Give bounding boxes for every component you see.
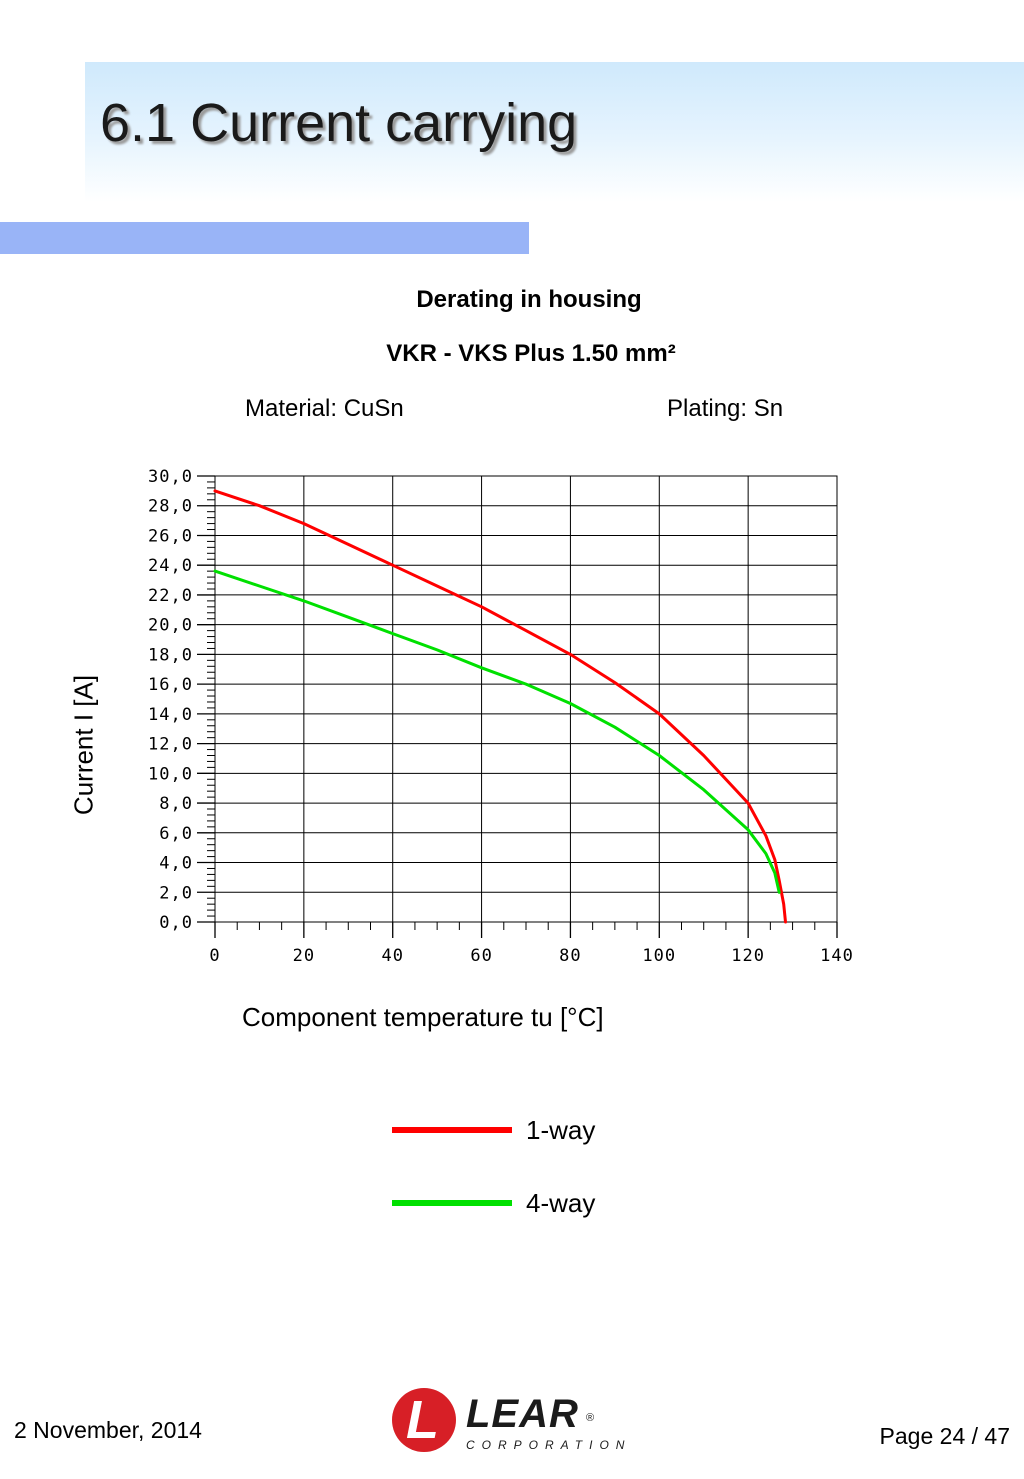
y-tick-label: 16,0 <box>148 675 193 695</box>
y-tick-label: 28,0 <box>148 497 193 517</box>
legend-swatch-4-way <box>392 1200 512 1206</box>
header-band <box>85 62 1024 202</box>
chart-title: Derating in housing <box>416 286 642 313</box>
page-title: 6.1 Current carrying <box>100 93 578 153</box>
y-tick-label: 2,0 <box>159 883 193 903</box>
y-tick-label: 4,0 <box>159 854 193 874</box>
y-tick-label: 30,0 <box>148 467 193 487</box>
material-label: Material: CuSn <box>245 395 404 422</box>
y-tick-label: 8,0 <box>159 794 193 814</box>
x-tick-label: 0 <box>209 946 220 966</box>
x-tick-label: 40 <box>381 946 403 966</box>
series-line-4-way <box>213 569 781 894</box>
series-lines <box>213 489 787 924</box>
y-tick-label: 18,0 <box>148 645 193 665</box>
x-tick-label: 20 <box>293 946 315 966</box>
y-tick-label: 22,0 <box>148 586 193 606</box>
legend-swatch-1-way <box>392 1127 512 1133</box>
lear-logo-word: LEAR <box>466 1392 579 1436</box>
y-axis-label: Current I [A] <box>68 674 99 816</box>
x-axis: 0 20 40 60 80 100 120 140 <box>209 922 853 966</box>
x-tick-label: 120 <box>731 946 765 966</box>
lear-logo-sub: CORPORATION <box>466 1438 632 1452</box>
y-tick-label: 26,0 <box>148 526 193 546</box>
x-tick-label: 100 <box>642 946 676 966</box>
derating-chart: 0,0 2,0 4,0 6,0 8,0 10,0 12,0 14,0 16,0 18,0 20,0 2… <box>148 467 853 966</box>
grid <box>214 475 838 923</box>
lear-logo-letter: L <box>406 1390 439 1450</box>
footer-date: 2 November, 2014 <box>14 1417 202 1443</box>
plating-label: Plating: Sn <box>667 395 784 422</box>
y-tick-label: 20,0 <box>148 616 193 636</box>
x-tick-label: 140 <box>820 946 854 966</box>
x-tick-label: 60 <box>470 946 492 966</box>
plot-frame <box>214 475 838 923</box>
lear-logo-mark: L <box>392 1388 456 1452</box>
y-tick-label: 24,0 <box>148 556 193 576</box>
x-tick-label: 80 <box>559 946 581 966</box>
y-tick-label: 10,0 <box>148 764 193 784</box>
series-line-1-way <box>213 489 787 924</box>
y-tick-label: 0,0 <box>159 913 193 933</box>
lear-logo: L LEAR ® CORPORATION <box>392 1388 628 1456</box>
y-tick-label: 12,0 <box>148 735 193 755</box>
chart-subtitle: VKR - VKS Plus 1.50 mm² <box>386 340 676 367</box>
page-number: Page 24 / 47 <box>879 1423 1010 1449</box>
y-axis: 0,0 2,0 4,0 6,0 8,0 10,0 12,0 14,0 16,0 18,0 20,0 2… <box>148 467 215 933</box>
legend-label-1-way: 1-way <box>526 1115 596 1145</box>
y-tick-label: 14,0 <box>148 705 193 725</box>
x-axis-label: Component temperature tu [°C] <box>242 1002 604 1032</box>
accent-bar <box>0 222 529 254</box>
y-tick-label: 6,0 <box>159 824 193 844</box>
legend-label-4-way: 4-way <box>526 1188 596 1218</box>
lear-logo-reg: ® <box>586 1412 595 1424</box>
